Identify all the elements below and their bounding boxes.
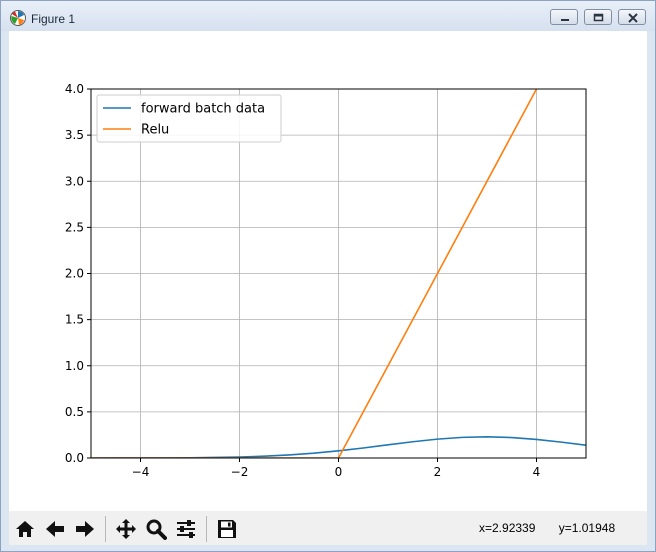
y-tick-label: 1.0 bbox=[65, 359, 84, 373]
pan-button[interactable] bbox=[113, 516, 139, 542]
close-button[interactable] bbox=[618, 9, 646, 25]
configure-subplots-icon bbox=[177, 520, 195, 538]
y-tick-label: 4.0 bbox=[65, 82, 84, 96]
forward-button[interactable] bbox=[72, 516, 98, 542]
x-tick-label: −2 bbox=[231, 465, 249, 479]
home-button[interactable] bbox=[12, 516, 38, 542]
save-icon bbox=[218, 520, 236, 538]
zoom-button[interactable] bbox=[143, 516, 169, 542]
restore-icon bbox=[593, 13, 604, 22]
x-tick-label: 4 bbox=[533, 465, 541, 479]
cursor-coordinates: x=2.92339 y=1.01948 bbox=[479, 521, 615, 535]
y-tick-label: 2.0 bbox=[65, 267, 84, 281]
window-title: Figure 1 bbox=[31, 12, 76, 26]
title-bar[interactable]: Figure 1 bbox=[1, 1, 655, 31]
x-tick-label: −4 bbox=[132, 465, 150, 479]
x-tick-label: 0 bbox=[335, 465, 343, 479]
series-line-1 bbox=[91, 89, 538, 458]
home-icon bbox=[16, 521, 34, 537]
minimize-icon bbox=[561, 19, 569, 21]
back-button[interactable] bbox=[42, 516, 68, 542]
legend-box bbox=[96, 94, 282, 143]
minimize-button[interactable] bbox=[550, 9, 578, 25]
legend-label-1: Relu bbox=[141, 123, 169, 138]
toolbar-separator bbox=[206, 516, 207, 542]
figure-canvas: −4 −2 0 2 4 0.0 0.5 1.0 1.5 2.0 2.5 3.0 3.5 4.0 forwar… bbox=[9, 31, 647, 545]
y-tick-label: 3.5 bbox=[65, 128, 84, 142]
toolbar-separator bbox=[105, 516, 106, 542]
pan-icon bbox=[116, 519, 136, 539]
back-arrow-icon bbox=[46, 521, 64, 537]
y-tick-label: 2.5 bbox=[65, 220, 84, 234]
cursor-x-readout: x=2.92339 bbox=[479, 521, 536, 535]
y-tick-label: 1.5 bbox=[65, 313, 84, 327]
x-tick-label: 2 bbox=[434, 465, 442, 479]
restore-button[interactable] bbox=[584, 9, 612, 25]
cursor-y-readout: y=1.01948 bbox=[558, 521, 616, 535]
close-icon bbox=[628, 13, 638, 23]
y-tick-label: 0.0 bbox=[65, 451, 84, 465]
configure-subplots-button[interactable] bbox=[173, 516, 199, 542]
y-tick-label: 0.5 bbox=[65, 405, 84, 419]
matplotlib-icon bbox=[10, 10, 26, 26]
legend-label-0: forward batch data bbox=[141, 102, 265, 117]
forward-arrow-icon bbox=[76, 521, 94, 537]
chart[interactable]: −4 −2 0 2 4 0.0 0.5 1.0 1.5 2.0 2.5 3.0 3.5 4.0 forwar… bbox=[9, 31, 647, 511]
save-button[interactable] bbox=[214, 516, 240, 542]
y-tick-label: 3.0 bbox=[65, 174, 84, 188]
navigation-toolbar: x=2.92339 y=1.01948 bbox=[9, 511, 647, 545]
zoom-icon bbox=[146, 519, 167, 540]
